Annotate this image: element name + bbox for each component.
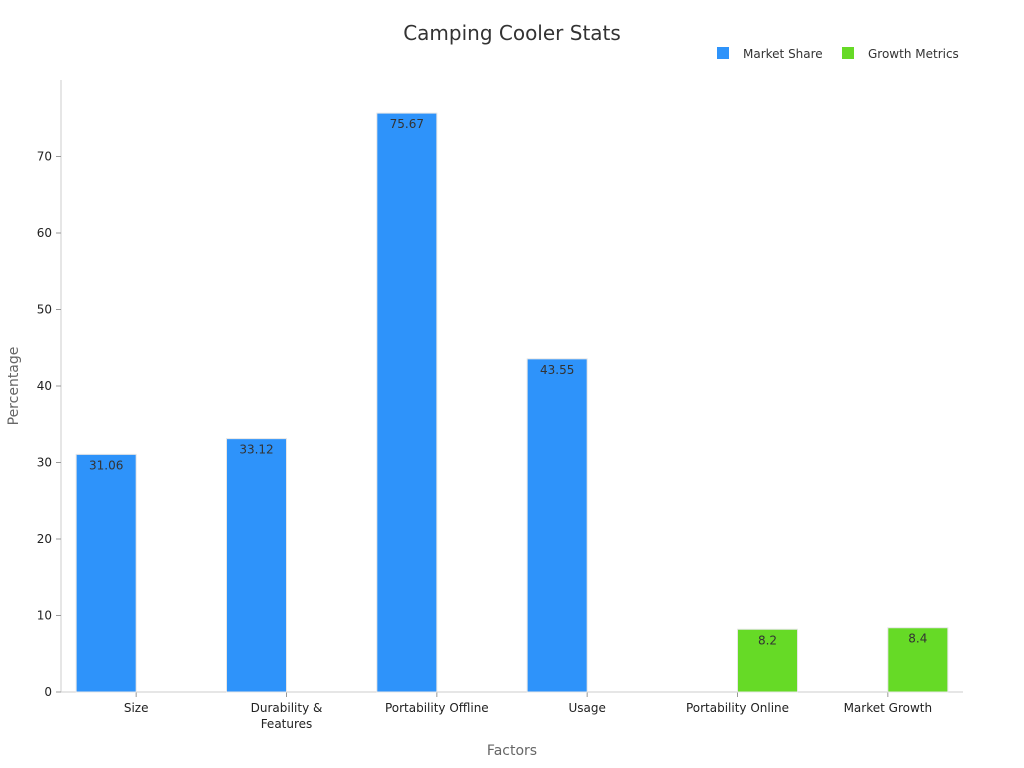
x-tick-label: Size — [124, 701, 149, 715]
bar-market-share — [376, 112, 438, 693]
y-axis-title: Percentage — [6, 347, 22, 426]
y-tick-label: 30 — [37, 456, 52, 470]
legend-label-growth-metrics: Growth Metrics — [868, 47, 959, 61]
y-tick-label: 0 — [44, 685, 52, 699]
bar-market-share — [526, 358, 588, 693]
x-tick-label: Usage — [568, 701, 605, 715]
y-tick-labels: 0 10 20 30 40 50 60 70 — [37, 150, 52, 700]
x-tick-label: Durability & Features — [251, 701, 323, 731]
chart-title: Camping Cooler Stats — [403, 21, 621, 45]
legend-swatch-market-share — [717, 47, 729, 59]
legend: Market Share Growth Metrics — [717, 47, 959, 61]
x-tick-labels: Size Durability & Features Portability Offl… — [124, 701, 932, 731]
data-label-market-share: 43.55 — [540, 363, 574, 377]
data-label-growth-metrics: 8.4 — [908, 632, 927, 646]
x-tick-label: Portability Offline — [385, 701, 489, 715]
legend-label-market-share: Market Share — [743, 47, 823, 61]
x-tick-label: Market Growth — [844, 701, 933, 715]
y-tick-label: 50 — [37, 303, 52, 317]
y-tick-label: 60 — [37, 226, 52, 240]
bar-market-share — [226, 438, 287, 693]
bar-growth-metrics — [887, 627, 949, 693]
data-label-market-share: 31.06 — [89, 458, 123, 472]
data-label-growth-metrics: 8.2 — [758, 633, 777, 647]
x-axis-title: Factors — [487, 743, 537, 759]
bars — [75, 112, 949, 693]
data-labels: 31.06 33.12 75.67 43.55 8.2 8.4 — [89, 117, 927, 647]
y-tick-label: 20 — [37, 532, 52, 546]
data-label-market-share: 33.12 — [239, 443, 273, 457]
y-tick-label: 40 — [37, 379, 52, 393]
bar-growth-metrics — [737, 628, 798, 693]
x-tick-label: Portability Online — [686, 701, 789, 715]
data-label-market-share: 75.67 — [390, 117, 424, 131]
legend-swatch-growth-metrics — [842, 47, 854, 59]
axes — [56, 80, 963, 697]
bar-market-share — [75, 453, 137, 693]
y-tick-label: 70 — [37, 150, 52, 164]
y-tick-label: 10 — [37, 609, 52, 623]
